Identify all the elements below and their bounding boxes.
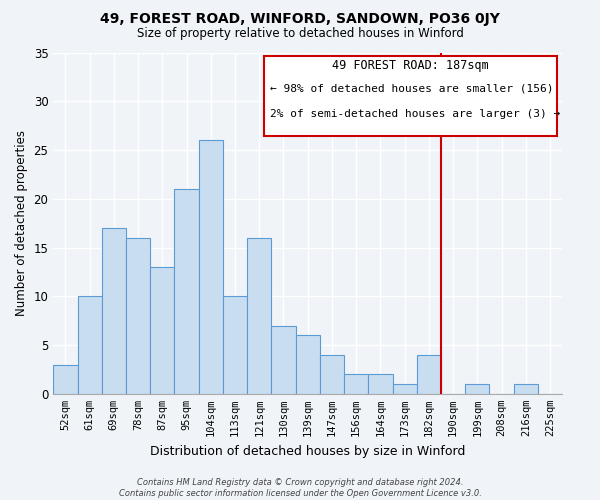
Text: Contains HM Land Registry data © Crown copyright and database right 2024.
Contai: Contains HM Land Registry data © Crown c… [119,478,481,498]
Bar [199,140,223,394]
Bar [247,238,271,394]
Y-axis label: Number of detached properties: Number of detached properties [15,130,28,316]
Bar [223,296,247,394]
Bar [344,374,368,394]
Bar [296,336,320,394]
Bar [392,384,417,394]
Bar [53,364,77,394]
Text: 49, FOREST ROAD, WINFORD, SANDOWN, PO36 0JY: 49, FOREST ROAD, WINFORD, SANDOWN, PO36 … [100,12,500,26]
Bar [320,355,344,394]
Bar [514,384,538,394]
X-axis label: Distribution of detached houses by size in Winford: Distribution of detached houses by size … [150,444,466,458]
Text: 49 FOREST ROAD: 187sqm: 49 FOREST ROAD: 187sqm [332,60,489,72]
Bar [150,267,175,394]
Bar [417,355,441,394]
Bar [77,296,102,394]
Bar [271,326,296,394]
Bar [102,228,126,394]
FancyBboxPatch shape [265,56,557,136]
Bar [368,374,392,394]
Text: 2% of semi-detached houses are larger (3) →: 2% of semi-detached houses are larger (3… [269,109,560,119]
Bar [175,189,199,394]
Bar [126,238,150,394]
Bar [465,384,490,394]
Text: Size of property relative to detached houses in Winford: Size of property relative to detached ho… [137,28,463,40]
Text: ← 98% of detached houses are smaller (156): ← 98% of detached houses are smaller (15… [269,84,553,94]
